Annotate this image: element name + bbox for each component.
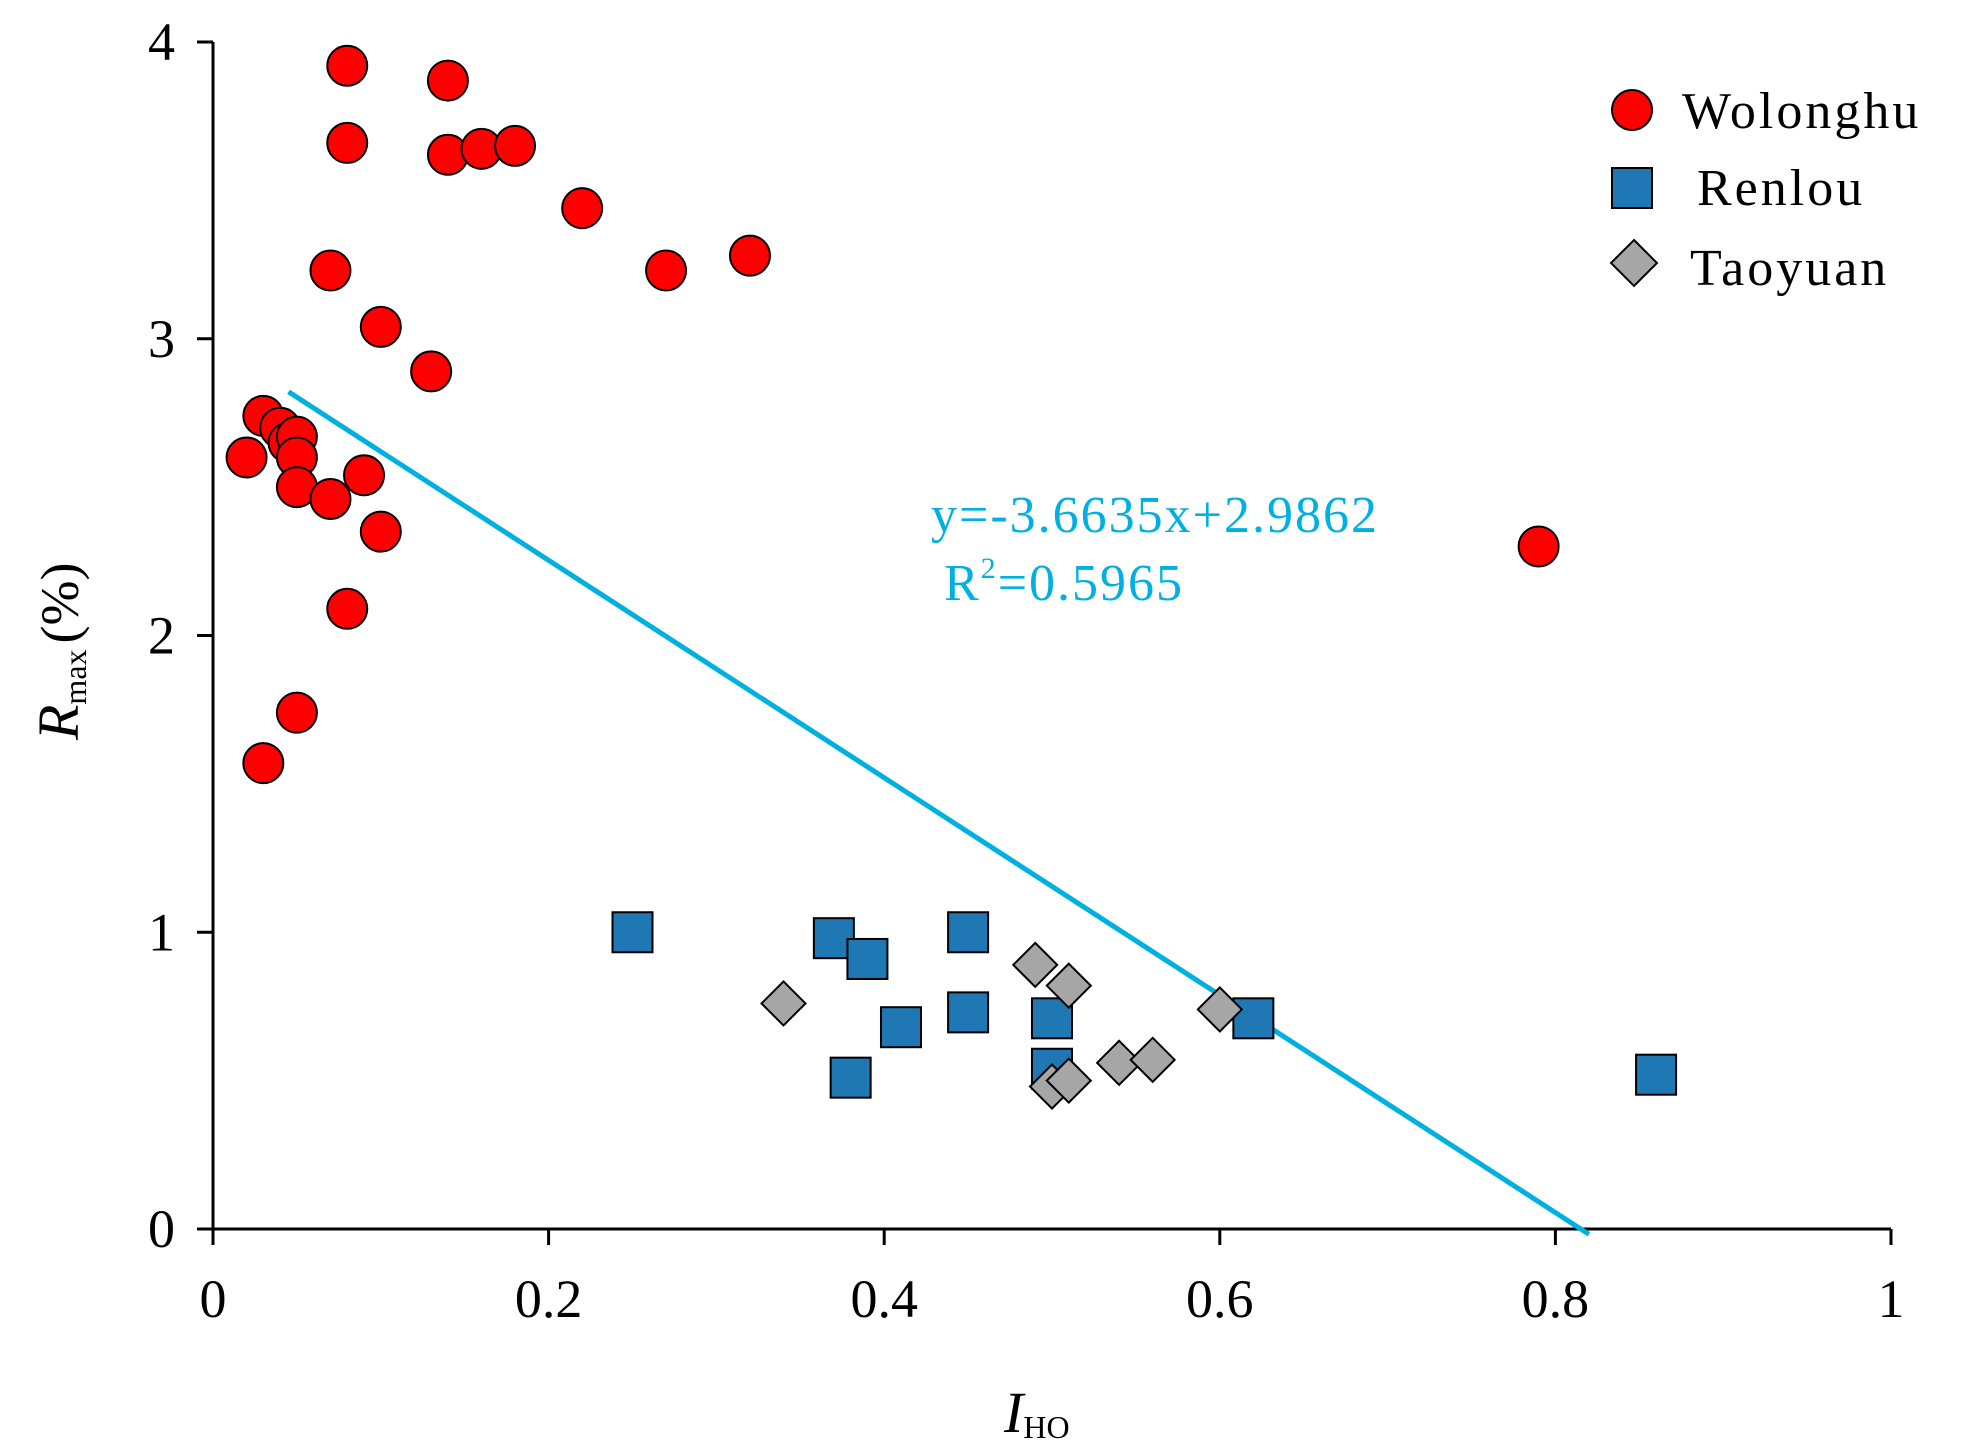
y-tick-label: 4 [148, 12, 175, 72]
point-wolonghu [309, 477, 352, 520]
series-wolonghu [225, 44, 1560, 785]
x-tick-label: 1 [1878, 1269, 1905, 1329]
point-renlou [879, 1006, 922, 1049]
x-tick-label: 0.8 [1522, 1269, 1590, 1329]
point-wolonghu [309, 249, 352, 292]
y-axis-title-suffix: (%) [30, 563, 90, 644]
point-renlou [947, 991, 990, 1034]
point-taoyuan [1045, 1057, 1093, 1105]
y-tick-label: 3 [148, 309, 175, 369]
r2-superscript: 2 [981, 552, 998, 585]
y-ticks: 0 1 2 3 4 [148, 12, 213, 1259]
legend-marker-renlou [1611, 167, 1653, 209]
point-taoyuan [1196, 985, 1244, 1033]
point-wolonghu [494, 124, 537, 167]
point-wolonghu [326, 44, 369, 87]
legend-marker-taoyuan [1609, 238, 1659, 288]
point-wolonghu [343, 454, 386, 497]
point-taoyuan [760, 980, 807, 1027]
y-tick-label: 0 [148, 1199, 175, 1259]
point-wolonghu [728, 234, 771, 277]
legend-label-renlou: Renlou [1697, 160, 1865, 217]
r2-label: R [944, 555, 981, 612]
series-taoyuan [760, 941, 1244, 1110]
x-axis-title-main: I [1003, 1380, 1026, 1445]
y-tick-label: 1 [148, 902, 175, 962]
point-wolonghu [410, 350, 453, 393]
axes: 0 0.2 0.4 0.6 0.8 1 0 1 2 3 4 [148, 12, 1905, 1329]
y-axis-title: Rmax (%) [26, 563, 93, 741]
x-ticks: 0 0.2 0.4 0.6 0.8 1 [200, 1229, 1905, 1329]
point-wolonghu [275, 691, 318, 734]
point-wolonghu [561, 187, 604, 230]
point-wolonghu [645, 249, 688, 292]
series-renlou [611, 911, 1678, 1099]
trendline-group [287, 389, 1591, 1237]
point-taoyuan [1045, 962, 1093, 1010]
y-axis-title-main: R [26, 705, 91, 741]
x-tick-label: 0.4 [850, 1269, 918, 1329]
point-wolonghu [1517, 525, 1560, 568]
point-wolonghu [359, 510, 402, 553]
data-points [225, 44, 1678, 1110]
point-renlou [846, 937, 889, 980]
x-axis-title-sub: HO [1023, 1409, 1069, 1445]
y-tick-label: 2 [148, 606, 175, 666]
point-wolonghu [359, 305, 402, 348]
y-axis-title-sub: max [57, 649, 93, 704]
point-renlou [947, 911, 990, 954]
x-tick-label: 0 [200, 1269, 227, 1329]
legend: Wolonghu Renlou Taoyuan [1609, 83, 1921, 297]
legend-label-taoyuan: Taoyuan [1690, 240, 1889, 297]
point-wolonghu [326, 121, 369, 164]
trendline-r2: R2=0.5965 [944, 552, 1184, 612]
point-taoyuan [1011, 941, 1059, 989]
x-tick-label: 0.6 [1186, 1269, 1254, 1329]
r2-value: =0.5965 [998, 555, 1184, 612]
point-wolonghu [426, 59, 469, 102]
point-wolonghu [225, 436, 268, 479]
x-tick-label: 0.2 [515, 1269, 583, 1329]
point-wolonghu [242, 742, 285, 785]
point-taoyuan [1129, 1036, 1177, 1084]
legend-marker-wolonghu [1611, 89, 1653, 131]
x-axis-title: IHO [1003, 1380, 1070, 1445]
trendline-equation: y=-3.6635x+2.9862 [931, 487, 1379, 544]
point-renlou [611, 911, 654, 954]
point-renlou [1635, 1053, 1678, 1096]
point-renlou [829, 1056, 872, 1099]
trendline [287, 389, 1591, 1237]
point-renlou [1232, 997, 1275, 1040]
point-wolonghu [326, 587, 369, 630]
legend-label-wolonghu: Wolonghu [1682, 83, 1921, 140]
